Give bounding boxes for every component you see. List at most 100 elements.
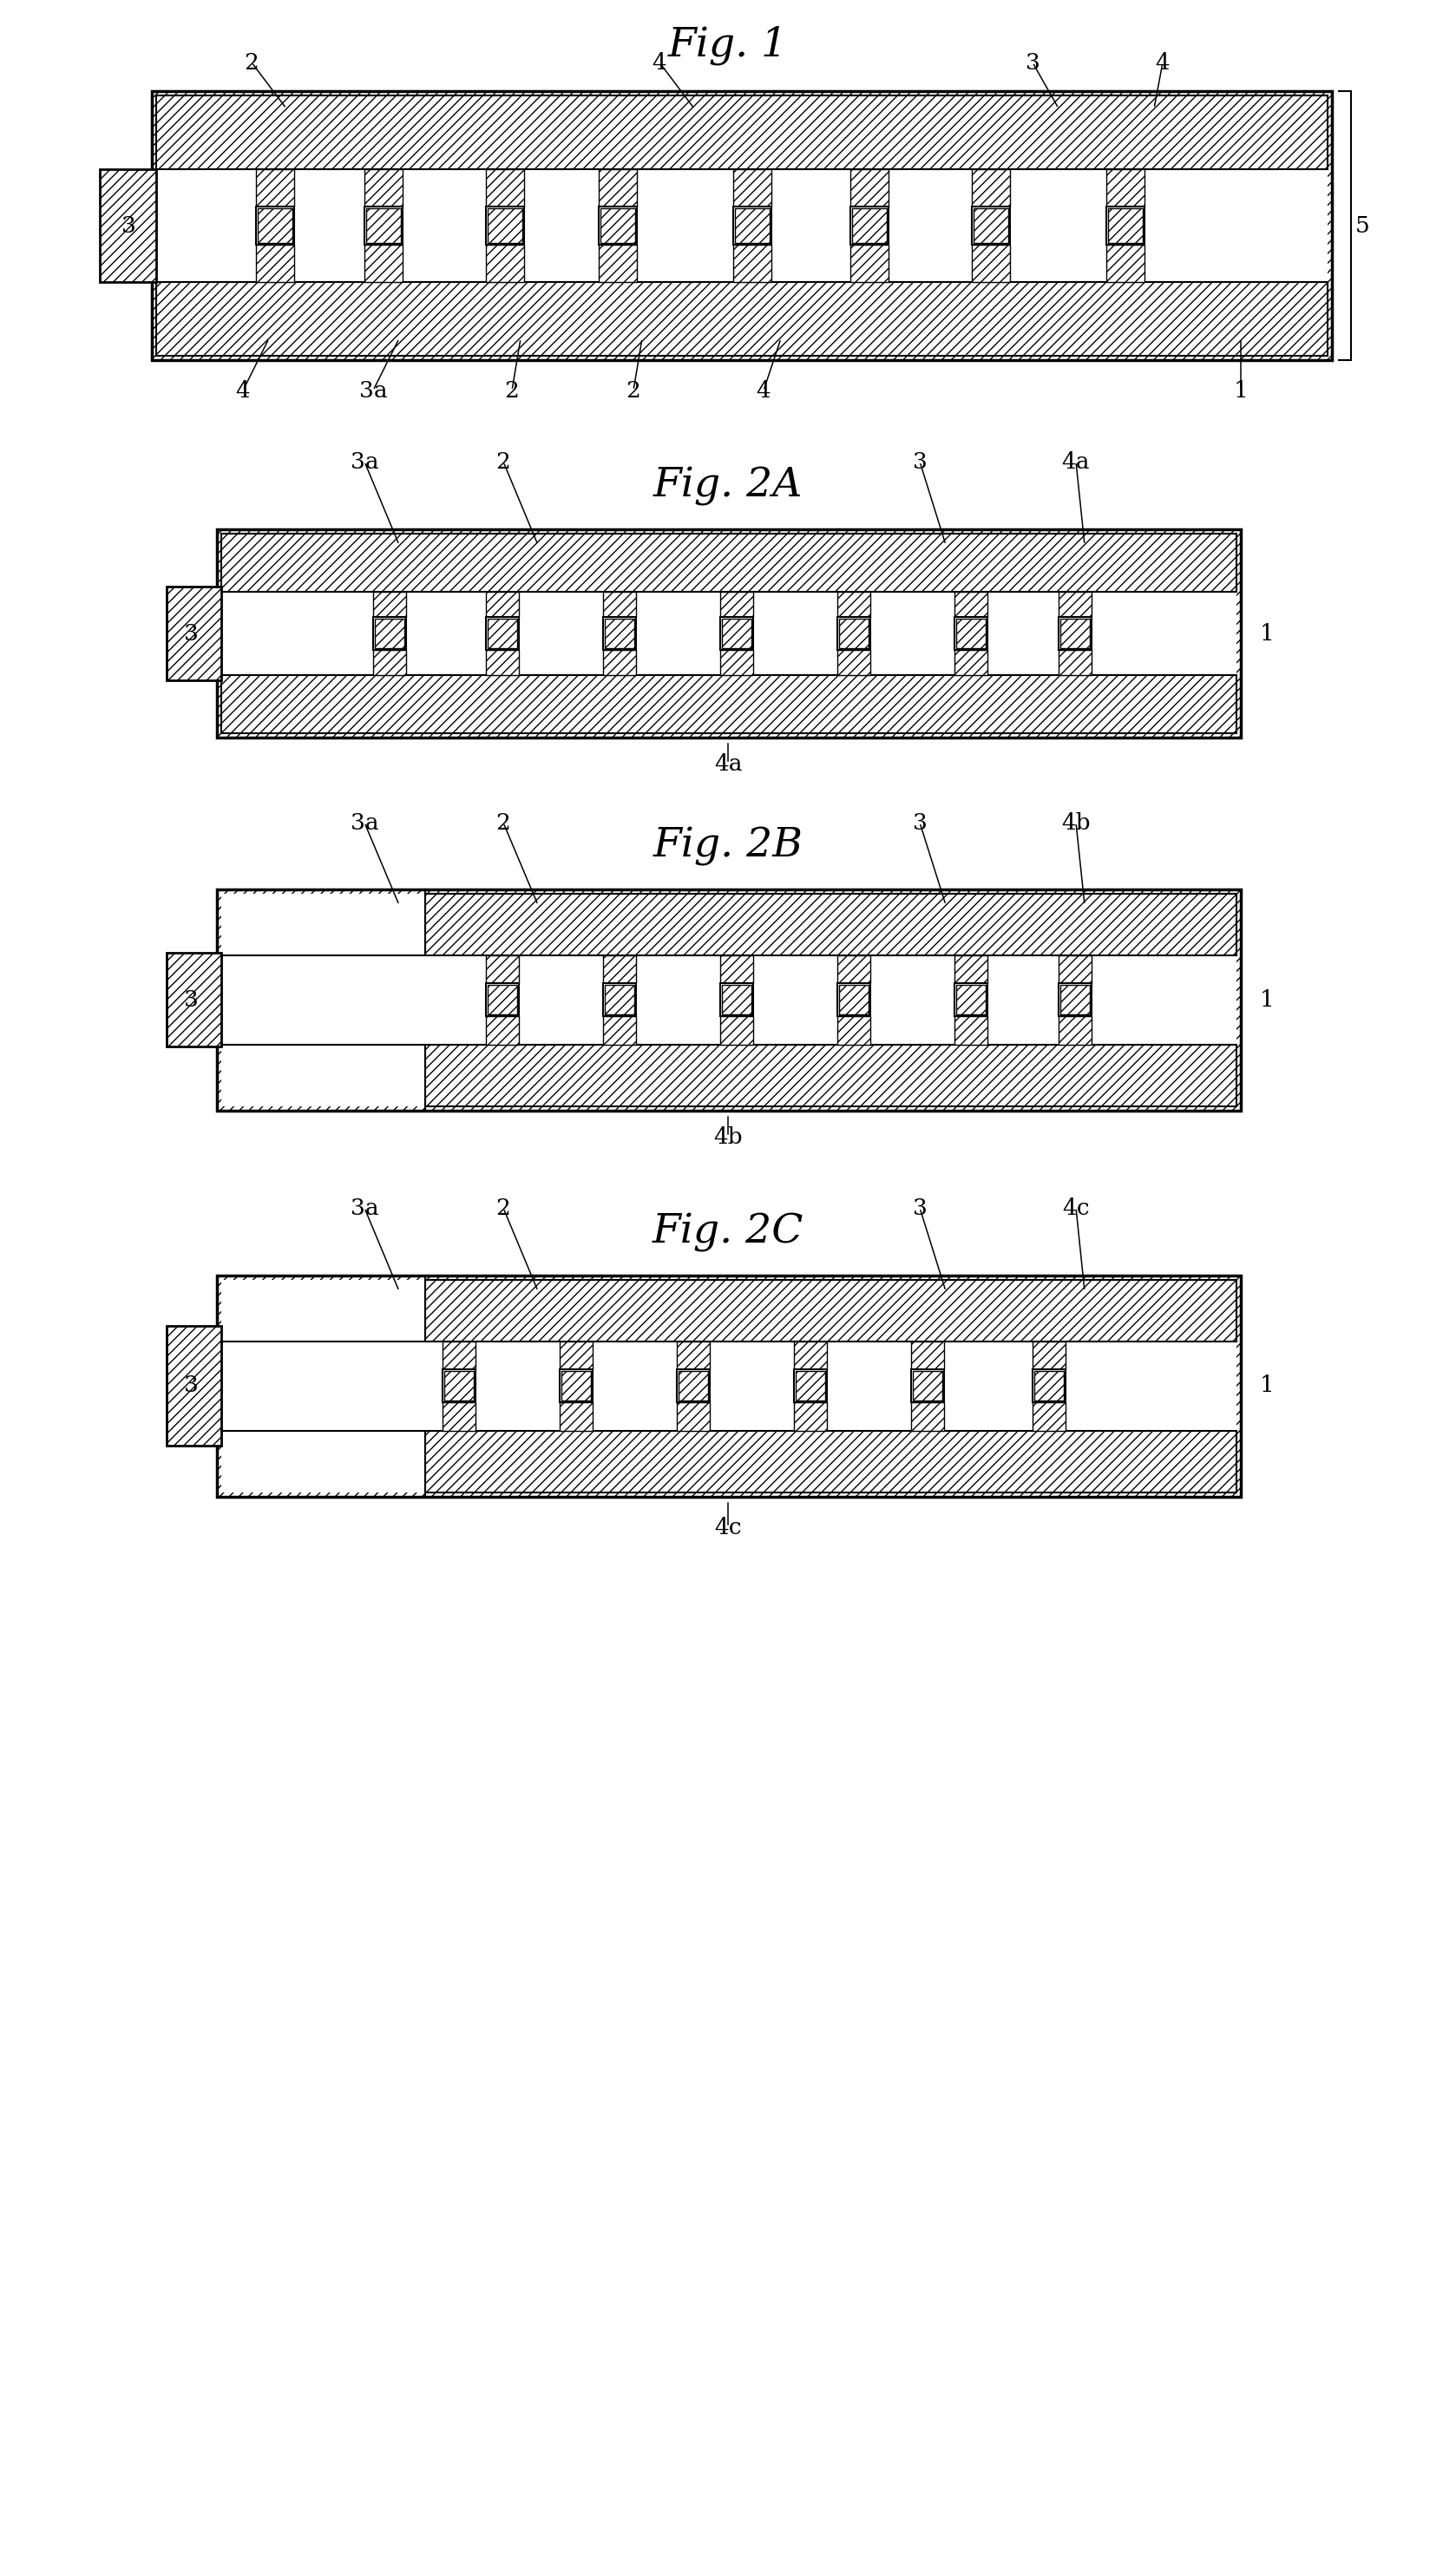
- Bar: [166, 1326, 221, 1447]
- Bar: [604, 985, 635, 1013]
- Bar: [911, 1341, 943, 1370]
- Bar: [721, 649, 753, 675]
- Bar: [156, 95, 1328, 169]
- Text: 4a: 4a: [1061, 451, 1091, 472]
- Bar: [488, 985, 517, 1013]
- Text: 3: 3: [183, 623, 198, 644]
- Bar: [913, 1372, 942, 1400]
- Bar: [486, 954, 518, 982]
- Bar: [600, 208, 635, 244]
- Text: 4b: 4b: [713, 1126, 743, 1147]
- Bar: [974, 208, 1008, 244]
- Bar: [677, 1403, 709, 1431]
- Bar: [486, 208, 524, 244]
- Bar: [955, 618, 987, 649]
- Bar: [443, 1403, 476, 1431]
- Bar: [837, 954, 871, 982]
- Bar: [256, 208, 294, 244]
- Bar: [425, 1044, 1236, 1106]
- Text: 3: 3: [913, 1198, 927, 1218]
- Bar: [850, 244, 888, 282]
- Bar: [221, 534, 1236, 593]
- Bar: [957, 985, 986, 1013]
- Bar: [598, 169, 636, 208]
- Bar: [364, 208, 403, 244]
- Bar: [955, 954, 987, 982]
- Bar: [217, 528, 1241, 739]
- Bar: [955, 649, 987, 675]
- Bar: [1034, 1372, 1064, 1400]
- Bar: [1108, 208, 1143, 244]
- Bar: [604, 618, 635, 649]
- Bar: [256, 244, 294, 282]
- Bar: [425, 893, 1236, 954]
- Bar: [221, 593, 1236, 675]
- Bar: [486, 649, 518, 675]
- Bar: [850, 169, 888, 208]
- Bar: [721, 1016, 753, 1044]
- Bar: [217, 1275, 1241, 1498]
- Text: 2: 2: [505, 380, 520, 400]
- Bar: [721, 954, 753, 982]
- Bar: [256, 169, 294, 208]
- Text: 4: 4: [756, 380, 770, 400]
- Bar: [488, 208, 523, 244]
- Bar: [1059, 593, 1092, 618]
- Bar: [373, 618, 406, 649]
- Bar: [1060, 985, 1091, 1013]
- Bar: [425, 1280, 1236, 1341]
- Text: 3: 3: [1025, 51, 1040, 74]
- Bar: [221, 675, 1236, 734]
- Bar: [443, 1341, 476, 1370]
- Text: 4: 4: [236, 380, 250, 400]
- Bar: [559, 1403, 593, 1431]
- Text: 1: 1: [1259, 623, 1274, 644]
- Text: 4c: 4c: [715, 1516, 741, 1539]
- Bar: [850, 208, 888, 244]
- Bar: [559, 1370, 593, 1403]
- Text: 4c: 4c: [1063, 1198, 1089, 1218]
- Bar: [1032, 1370, 1066, 1403]
- Text: Fig. 1: Fig. 1: [668, 26, 788, 64]
- Bar: [100, 169, 156, 282]
- Bar: [373, 649, 406, 675]
- Bar: [486, 618, 518, 649]
- Bar: [444, 1372, 473, 1400]
- Bar: [794, 1341, 827, 1370]
- Text: 3: 3: [121, 215, 135, 236]
- Bar: [957, 618, 986, 649]
- Bar: [598, 208, 636, 244]
- Text: Fig. 2B: Fig. 2B: [652, 826, 804, 864]
- Text: 2: 2: [626, 380, 641, 400]
- Bar: [258, 208, 293, 244]
- Bar: [735, 208, 770, 244]
- Bar: [598, 244, 636, 282]
- Bar: [734, 169, 772, 208]
- Text: 3a: 3a: [351, 1198, 379, 1218]
- Bar: [1032, 1341, 1066, 1370]
- Bar: [425, 1431, 1236, 1493]
- Bar: [1059, 1016, 1092, 1044]
- Bar: [151, 92, 1332, 359]
- Bar: [1107, 169, 1144, 208]
- Bar: [721, 618, 753, 649]
- Text: 1: 1: [1259, 988, 1274, 1011]
- Bar: [1059, 618, 1092, 649]
- Bar: [677, 1341, 709, 1370]
- Bar: [721, 982, 753, 1016]
- Bar: [562, 1372, 591, 1400]
- Bar: [734, 244, 772, 282]
- Text: Fig. 2A: Fig. 2A: [654, 467, 802, 505]
- Bar: [217, 890, 1241, 1111]
- Bar: [486, 982, 518, 1016]
- Text: 4a: 4a: [713, 752, 743, 775]
- Bar: [166, 587, 221, 680]
- Bar: [221, 1280, 425, 1341]
- Text: 3a: 3a: [351, 451, 379, 472]
- Text: 3a: 3a: [360, 380, 387, 400]
- Bar: [1032, 1403, 1066, 1431]
- Bar: [603, 954, 636, 982]
- Bar: [794, 1403, 827, 1431]
- Bar: [365, 208, 400, 244]
- Bar: [852, 208, 887, 244]
